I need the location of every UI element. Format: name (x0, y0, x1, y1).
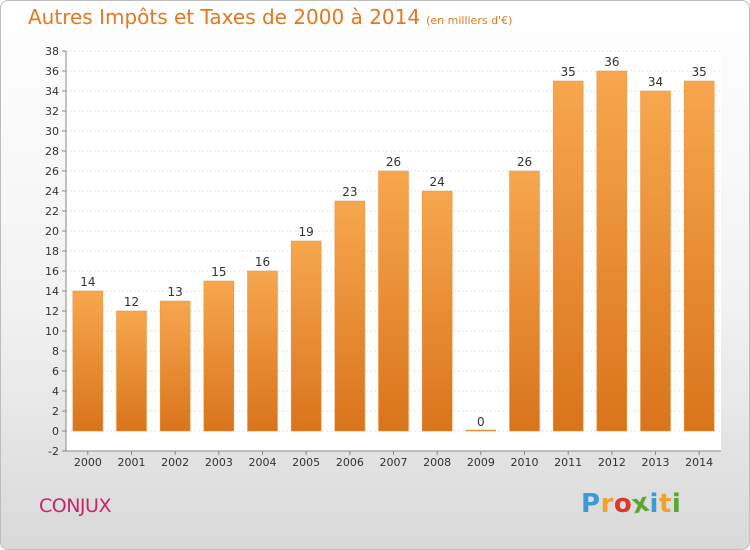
bar-series (72, 70, 715, 432)
x-tick-label: 2014 (685, 456, 713, 469)
bar-2005 (290, 240, 322, 432)
data-label: 26 (517, 155, 532, 169)
bar-2006 (334, 200, 366, 432)
y-tick-label: 20 (45, 225, 59, 238)
bar-2010 (509, 170, 540, 432)
x-tick-label: 2001 (118, 456, 146, 469)
y-tick-label: 34 (45, 85, 59, 98)
x-tick-label: 2007 (380, 456, 408, 469)
y-tick-label: 12 (45, 305, 59, 318)
y-tick-label: 22 (45, 205, 59, 218)
y-tick-label: 14 (45, 285, 59, 298)
data-labels: 14 12 13 15 16 19 23 26 24 0 26 35 36 34 35 (80, 55, 707, 429)
commune-name: CONJUX (39, 495, 111, 517)
data-label: 0 (477, 415, 485, 429)
y-tick-label: 6 (52, 365, 59, 378)
x-tick-label: 2002 (161, 456, 189, 469)
bar-2001 (116, 310, 147, 432)
y-tick-label: 24 (45, 185, 59, 198)
y-tick-label: 2 (52, 405, 59, 418)
data-label: 16 (255, 255, 270, 269)
x-tick-label: 2012 (598, 456, 626, 469)
data-label: 35 (692, 65, 707, 79)
data-label: 23 (342, 185, 357, 199)
y-tick-label: 28 (45, 145, 59, 158)
y-tick-label: 0 (52, 425, 59, 438)
chart-title: Autres Impôts et Taxes de 2000 à 2014 (en… (28, 5, 512, 29)
bar-2003 (203, 280, 235, 432)
x-tick-label: 2013 (642, 456, 670, 469)
y-tick-label: 36 (45, 65, 59, 78)
data-label: 12 (124, 295, 139, 309)
bar-2009 (465, 429, 497, 432)
bar-2004 (247, 270, 278, 432)
y-tick-label: 16 (45, 265, 59, 278)
bar-2008 (421, 190, 453, 432)
x-tick-label: 2005 (292, 456, 320, 469)
data-label: 15 (211, 265, 226, 279)
x-axis: 2000 2001 2002 2003 2004 2005 2006 2007 2008 2009… (74, 451, 713, 469)
x-tick-label: 2011 (554, 456, 582, 469)
y-tick-label: 32 (45, 105, 59, 118)
data-label: 35 (561, 65, 576, 79)
data-label: 14 (80, 275, 95, 289)
data-label: 26 (386, 155, 401, 169)
x-tick-label: 2010 (511, 456, 539, 469)
logo-letter: o (613, 489, 633, 519)
logo-letter: i (671, 489, 682, 519)
logo-letter: P (581, 489, 601, 519)
bar-2007 (378, 170, 409, 432)
y-tick-label: 30 (45, 125, 59, 138)
x-tick-label: 2003 (205, 456, 233, 469)
y-tick-label: 18 (45, 245, 59, 258)
y-tick-label: -2 (48, 445, 59, 458)
y-tick-label: 4 (52, 385, 59, 398)
bar-2000 (72, 290, 104, 432)
data-label: 34 (648, 75, 663, 89)
bar-2011 (552, 80, 584, 432)
data-label: 36 (604, 55, 619, 69)
x-tick-label: 2006 (336, 456, 364, 469)
bar-2012 (596, 70, 628, 432)
x-tick-label: 2004 (249, 456, 277, 469)
bar-2014 (683, 80, 715, 432)
proxiti-logo[interactable]: Proxiti (581, 488, 682, 521)
x-tick-label: 2008 (423, 456, 451, 469)
bar-2002 (159, 300, 191, 432)
logo-letter: i (649, 489, 659, 519)
x-tick-label: 2000 (74, 456, 102, 469)
bar-2013 (640, 90, 671, 432)
logo-letter: r (600, 489, 614, 519)
data-label: 19 (299, 225, 314, 239)
chart-unit-note: (en milliers d'€) (426, 14, 513, 27)
data-label: 24 (430, 175, 445, 189)
data-label: 13 (168, 285, 183, 299)
logo-letter: t (658, 489, 672, 519)
y-tick-label: 10 (45, 325, 59, 338)
y-tick-label: 8 (52, 345, 59, 358)
chart-title-text: Autres Impôts et Taxes de 2000 à 2014 (28, 5, 421, 29)
y-tick-label: 26 (45, 165, 59, 178)
x-tick-label: 2009 (467, 456, 495, 469)
y-tick-label: 38 (45, 45, 59, 58)
